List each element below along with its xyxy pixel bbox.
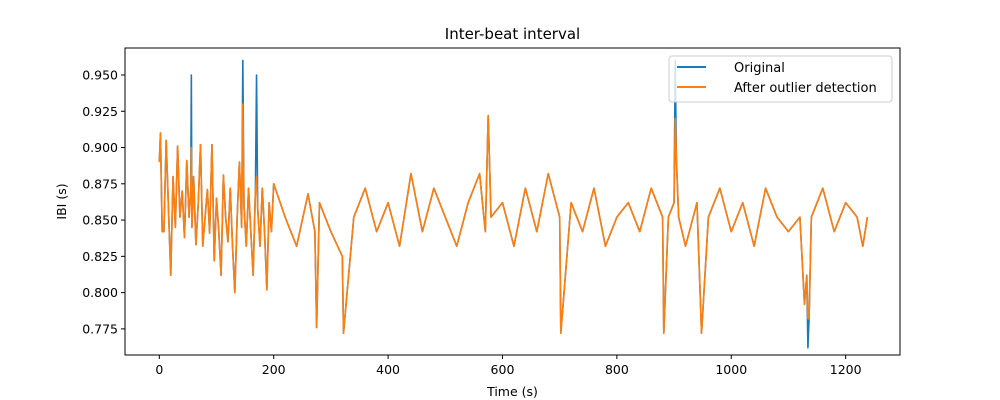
plot-frame [124, 47, 901, 356]
y-tick-label: 0.825 [82, 249, 118, 264]
x-tick-label: 1000 [715, 362, 747, 377]
x-tick-label: 0 [155, 362, 163, 377]
y-tick-label: 0.950 [82, 67, 118, 82]
series-line-after-outlier-detection [158, 103, 869, 335]
x-axis-ticks: 0 200 400 600 800 1000 1200 [155, 355, 862, 377]
series-layer [158, 59, 869, 349]
plot-area [158, 59, 869, 349]
x-tick-label: 600 [491, 362, 515, 377]
y-tick-label: 0.925 [82, 104, 118, 119]
y-tick-label: 0.875 [82, 176, 118, 191]
legend: Original After outlier detection [668, 55, 893, 103]
x-axis-label: Time (s) [486, 384, 538, 399]
x-tick-label: 400 [376, 362, 400, 377]
chart-title: Inter-beat interval [445, 25, 580, 43]
legend-label-original: Original [734, 61, 785, 76]
legend-box [668, 55, 893, 103]
y-axis-label: IBI (s) [54, 183, 69, 219]
y-axis-ticks: 0.775 0.800 0.825 0.850 0.875 0.900 0.925 0.950 [82, 67, 125, 336]
y-tick-label: 0.850 [82, 213, 118, 228]
x-tick-label: 200 [262, 362, 286, 377]
x-tick-label: 1200 [830, 362, 862, 377]
x-tick-label: 800 [605, 362, 629, 377]
y-tick-label: 0.775 [82, 321, 118, 336]
y-tick-label: 0.800 [82, 285, 118, 300]
y-tick-label: 0.900 [82, 140, 118, 155]
legend-label-after-outlier-detection: After outlier detection [734, 81, 877, 96]
